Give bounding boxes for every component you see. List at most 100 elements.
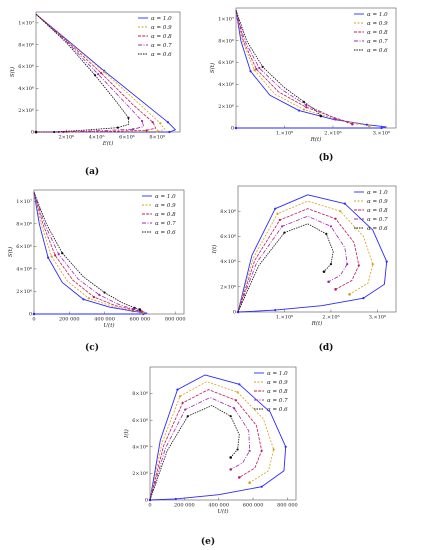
data-point xyxy=(380,126,383,130)
y-axis-label: S(t) xyxy=(209,63,216,73)
y-axis-label: S(t) xyxy=(9,67,16,77)
legend-label: α = 0.7 xyxy=(155,221,176,227)
end-point xyxy=(334,117,337,121)
data-point xyxy=(94,74,97,77)
data-point xyxy=(281,225,284,228)
data-point xyxy=(305,103,308,107)
y-tick-label: 4×10⁶ xyxy=(218,82,234,88)
data-point xyxy=(234,399,237,402)
data-point xyxy=(260,449,263,452)
end-point xyxy=(32,312,36,316)
y-tick-label: 4×10⁶ xyxy=(18,86,34,92)
data-point xyxy=(272,448,275,451)
end-point xyxy=(319,114,323,118)
data-point xyxy=(103,291,106,294)
data-point xyxy=(131,307,134,311)
end-point xyxy=(322,270,326,273)
x-tick-label: 800 000 xyxy=(277,503,298,509)
series-line-2 xyxy=(235,10,370,127)
x-tick-label: 4×10⁶ xyxy=(89,135,105,141)
y-tick-label: 0 xyxy=(231,126,234,132)
x-axis-label: E(t) xyxy=(102,140,114,147)
data-point xyxy=(236,448,239,451)
data-point xyxy=(302,108,305,111)
series-line-1 xyxy=(33,192,148,315)
end-point xyxy=(368,124,371,128)
legend-label: α = 0.8 xyxy=(367,30,388,36)
data-point xyxy=(181,401,184,405)
data-point xyxy=(258,66,261,70)
data-point xyxy=(156,130,159,133)
data-point xyxy=(260,485,263,488)
data-point xyxy=(302,100,305,103)
x-tick-label: 400 000 xyxy=(94,317,115,323)
x-tick-label: 1.×10⁶ xyxy=(276,315,293,321)
x-tick-label: 8×10⁶ xyxy=(149,135,165,141)
legend-label: α = 1.0 xyxy=(367,12,388,18)
series-line-2 xyxy=(33,192,144,313)
y-tick-label: 2×10⁶ xyxy=(16,289,32,295)
panel-label: (e) xyxy=(201,536,215,547)
panel-label: (c) xyxy=(85,342,99,353)
end-point xyxy=(138,308,142,311)
series-line-5 xyxy=(237,223,334,313)
y-tick-label: 4×10⁶ xyxy=(220,259,236,265)
end-point xyxy=(327,280,330,284)
panel-label: (a) xyxy=(85,166,99,177)
y-tick-label: 1×10⁷ xyxy=(218,17,234,23)
series-line-4 xyxy=(149,397,251,501)
data-point xyxy=(176,388,179,391)
data-point xyxy=(362,297,365,300)
data-point xyxy=(325,232,328,235)
series-line-3 xyxy=(35,13,157,133)
legend-label: α = 0.9 xyxy=(155,203,176,209)
data-point xyxy=(284,445,287,448)
data-point xyxy=(274,207,277,210)
legend-label: α = 0.6 xyxy=(267,407,288,413)
panel-e: 0 200 000 400 000 600 000 800 000 0 2×10⁶ 4×10⁶… xyxy=(123,366,298,547)
x-tick-label: 0 xyxy=(148,503,151,509)
legend-label: α = 0.8 xyxy=(267,389,288,395)
data-point xyxy=(385,260,388,263)
data-point xyxy=(50,255,53,258)
legend-label: α = 0.6 xyxy=(367,48,388,54)
data-point xyxy=(343,202,346,205)
x-tick-label: 400 000 xyxy=(208,503,229,509)
panel-label: (d) xyxy=(319,342,334,353)
data-point xyxy=(305,106,308,109)
legend-label: α = 1.0 xyxy=(151,16,172,22)
y-tick-label: 6×10⁶ xyxy=(220,234,236,240)
data-point xyxy=(178,395,182,398)
panel-a: 2×10⁶ 4×10⁶ 6×10⁶ 8×10⁶ 0 2×10⁶ 4×10⁶ 6×10⁶ 8×10… xyxy=(9,11,181,177)
data-point xyxy=(145,129,148,132)
legend-label: α = 0.6 xyxy=(151,52,172,58)
end-point xyxy=(248,481,251,485)
y-tick-label: 0 xyxy=(145,498,148,504)
x-axis-label: R(t) xyxy=(310,136,322,143)
y-tick-label: 6×10⁶ xyxy=(16,244,32,250)
y-tick-label: 4×10⁶ xyxy=(132,444,148,450)
legend-label: α = 0.8 xyxy=(367,208,388,214)
data-point xyxy=(346,120,349,124)
legend-label: α = 0.8 xyxy=(155,212,176,218)
data-point xyxy=(168,130,171,134)
legend-label: α = 0.6 xyxy=(155,230,176,236)
y-tick-label: 6×10⁶ xyxy=(132,418,148,424)
data-point xyxy=(127,116,130,119)
y-tick-label: 8×10⁶ xyxy=(218,38,234,44)
data-point xyxy=(54,254,57,257)
legend-label: α = 0.9 xyxy=(367,21,388,27)
data-point xyxy=(283,231,286,234)
data-point xyxy=(133,306,136,309)
legend-label: α = 0.7 xyxy=(151,43,172,49)
data-point xyxy=(174,497,177,501)
data-point xyxy=(97,73,100,76)
y-tick-label: 6×10⁶ xyxy=(218,60,234,66)
legend-label: α = 0.6 xyxy=(367,226,388,232)
panel-c: 0 200 000 400 000 600 000 800 000 0 2×10⁶ 4×10⁶… xyxy=(7,189,186,353)
data-point xyxy=(249,70,252,73)
data-point xyxy=(276,212,279,215)
series-line-3 xyxy=(33,192,142,312)
x-tick-label: 0 xyxy=(32,317,35,323)
data-point xyxy=(159,122,162,125)
